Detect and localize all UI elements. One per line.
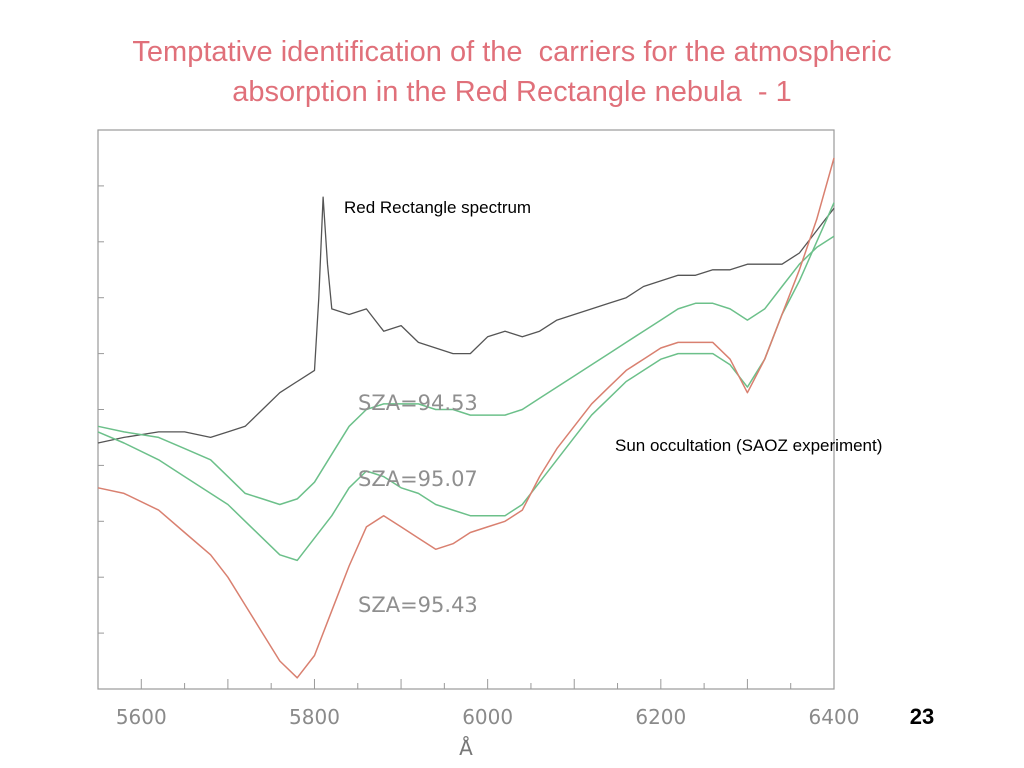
x-tick-label-6200: 6200 — [635, 705, 686, 729]
title-line-2: absorption in the Red Rectangle nebula -… — [232, 76, 792, 108]
series-layer — [97, 157, 835, 679]
series-line-1 — [97, 235, 835, 506]
series-line-0 — [97, 196, 835, 444]
annotation-red-rectangle-spectrum: Red Rectangle spectrum — [344, 198, 531, 217]
title-line-1: Temptative identification of the carrier… — [132, 36, 892, 68]
annotation-sun-occultation: Sun occultation (SAOZ experiment) — [615, 436, 882, 455]
page-number: 23 — [909, 704, 935, 729]
annotation-sza-95-43: SZA=95.43 — [358, 593, 478, 617]
slide-title: Temptative identification of the carrier… — [40, 32, 984, 112]
x-tick-label-6400: 6400 — [809, 705, 860, 729]
series-line-2 — [97, 202, 835, 562]
annotation-sza-94-53: SZA=94.53 — [358, 391, 478, 415]
x-tick-label-6000: 6000 — [462, 705, 513, 729]
x-axis-label: Å — [459, 736, 473, 760]
y-tick-marks — [98, 185, 104, 634]
x-tick-label-5600: 5600 — [116, 705, 167, 729]
x-tick-label-5800: 5800 — [289, 705, 340, 729]
x-axis-ticks: 5600 5800 6000 6200 6400 — [97, 679, 860, 729]
annotation-sza-95-07: SZA=95.07 — [358, 467, 478, 491]
series-line-3 — [97, 157, 835, 679]
